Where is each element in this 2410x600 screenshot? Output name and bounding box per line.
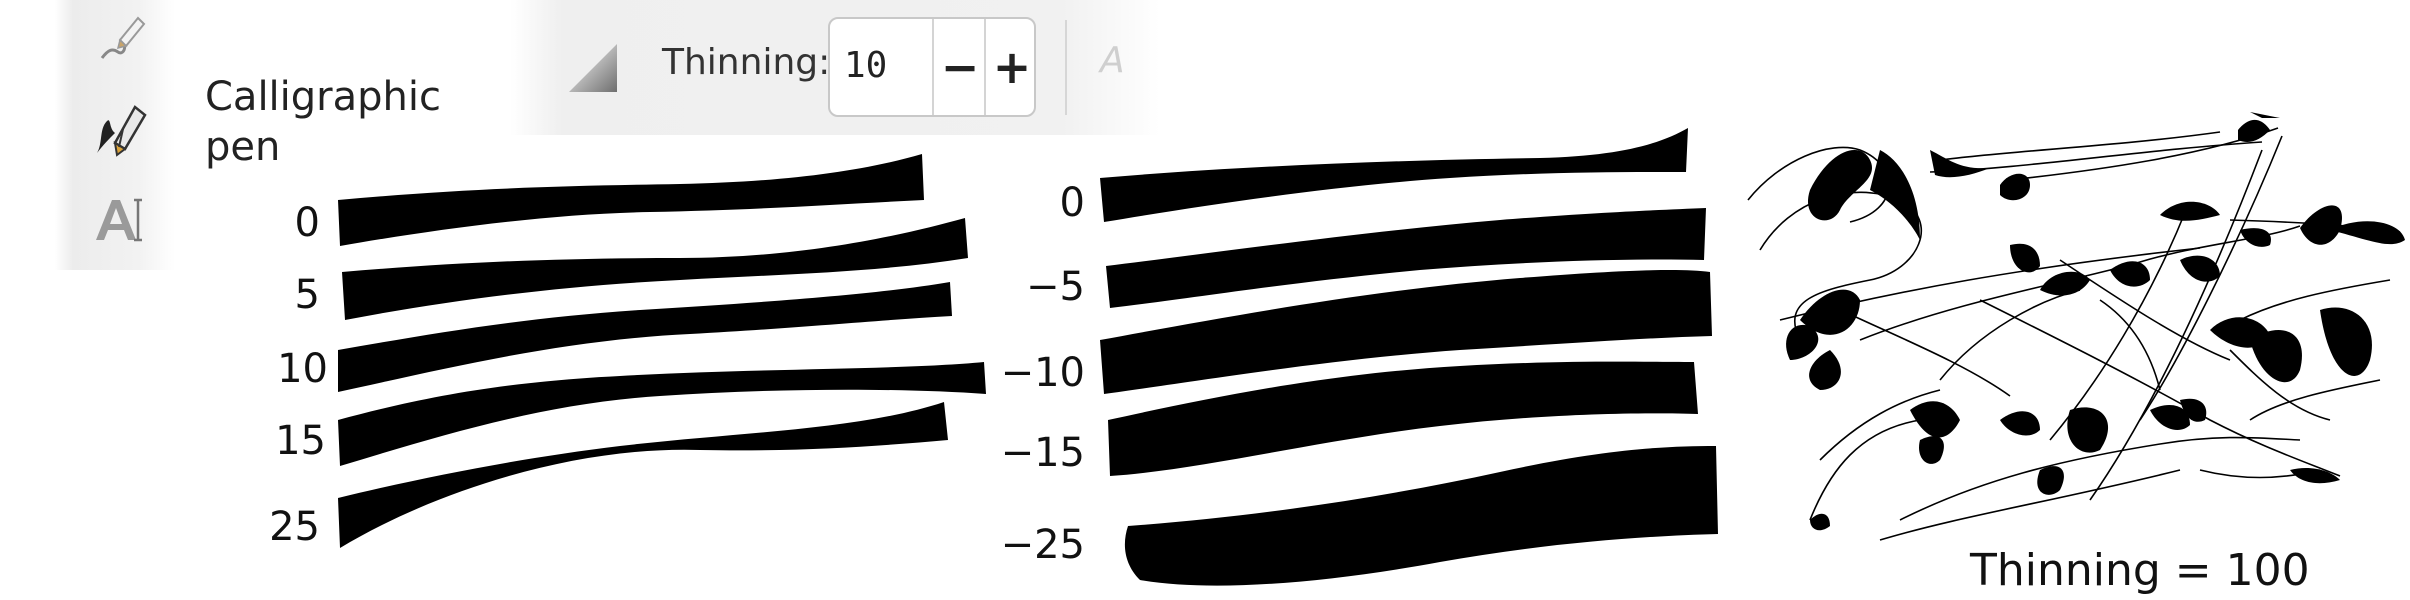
middle-label-m25: −25 xyxy=(1000,522,1085,568)
middle-label-m10: −10 xyxy=(1000,350,1085,396)
thinning-label: Thinning: xyxy=(662,42,831,83)
left-label-15: 15 xyxy=(275,418,326,464)
thinning-increment-button[interactable]: + xyxy=(984,19,1038,115)
pencil-tool-button[interactable] xyxy=(85,5,155,75)
thinning-100-blobs xyxy=(1786,112,2405,531)
active-tool-label: Calligraphic pen xyxy=(205,72,441,172)
stroke-mid-m25 xyxy=(1124,446,1718,586)
thinning-100-caption: Thinning = 100 xyxy=(1970,545,2310,596)
stroke-left-5 xyxy=(342,218,968,320)
stroke-mid-m15 xyxy=(1108,361,1698,476)
left-label-25: 25 xyxy=(269,504,320,550)
toolbar-separator xyxy=(1065,20,1067,115)
next-control-hint: A xyxy=(1100,40,1125,81)
thinning-icon xyxy=(569,44,617,92)
left-label-10: 10 xyxy=(277,346,328,392)
stroke-left-15 xyxy=(338,362,986,466)
stroke-left-10 xyxy=(338,282,952,392)
stroke-mid-0 xyxy=(1100,128,1688,222)
thinning-spinbox[interactable]: 10 − + xyxy=(828,17,1036,117)
thinning-decrement-button[interactable]: − xyxy=(932,19,986,115)
middle-label-m5: −5 xyxy=(1026,264,1085,310)
stroke-left-0 xyxy=(338,154,924,246)
thinning-input[interactable]: 10 xyxy=(844,45,888,86)
tool-controls-bar: Thinning: 10 − + A xyxy=(510,0,1160,135)
calligraphy-pen-icon xyxy=(97,105,147,157)
active-tool-label-line1: Calligraphic xyxy=(205,74,441,120)
active-tool-label-line2: pen xyxy=(205,124,281,170)
stroke-mid-m5 xyxy=(1106,208,1706,308)
text-tool-icon xyxy=(96,198,142,242)
middle-label-m15: −15 xyxy=(1000,430,1085,476)
left-label-0: 0 xyxy=(294,200,320,246)
stroke-mid-m10 xyxy=(1100,270,1712,394)
toolbox-panel xyxy=(55,0,175,270)
text-tool-button[interactable] xyxy=(85,185,155,255)
left-label-5: 5 xyxy=(294,272,320,318)
middle-label-0: 0 xyxy=(1059,180,1085,226)
calligraphic-tool-button[interactable] xyxy=(85,95,155,165)
stroke-left-25 xyxy=(338,402,948,548)
pencil-icon xyxy=(100,16,146,59)
